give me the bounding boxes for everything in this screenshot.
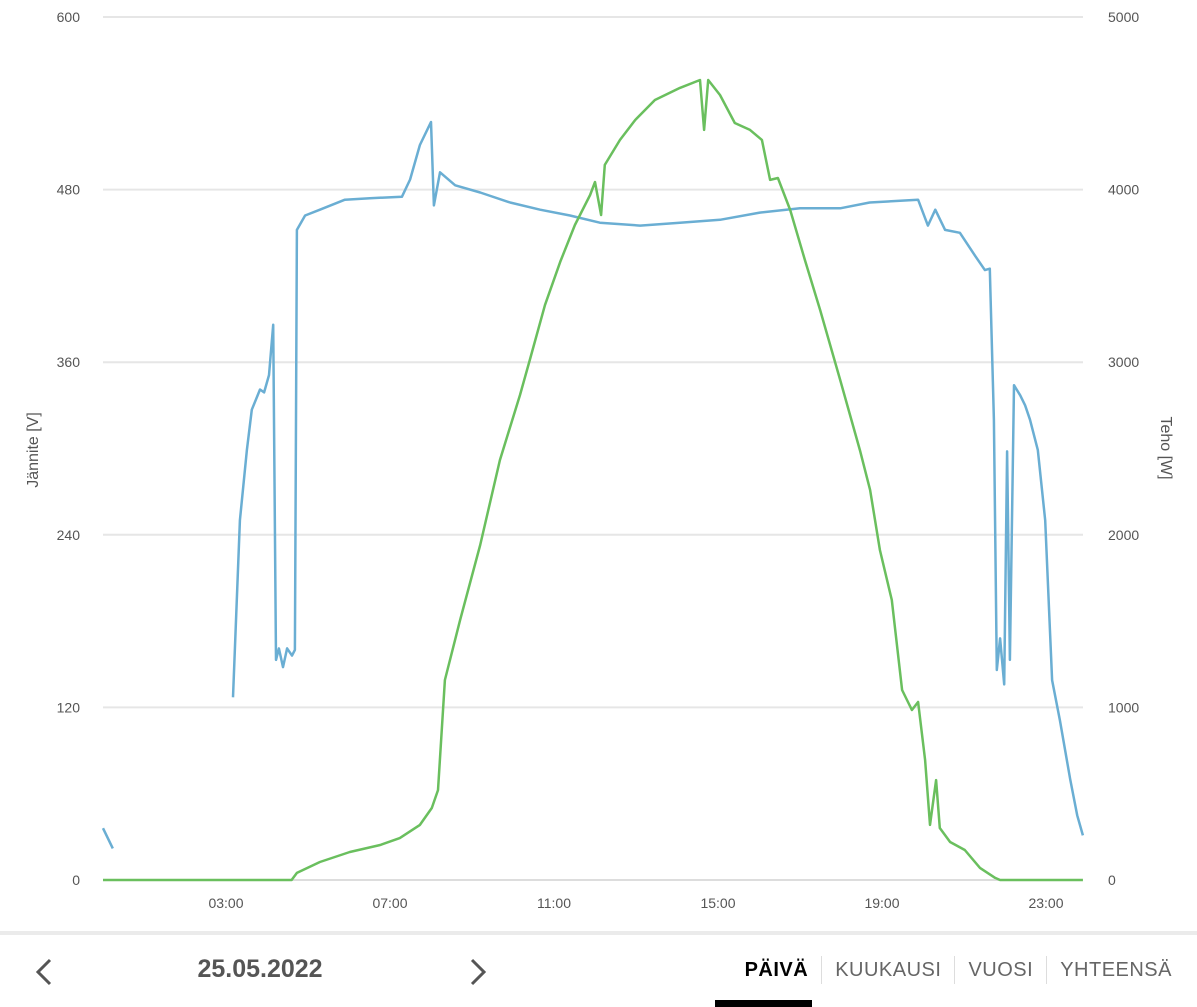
left-tick-label: 600 [57,9,81,25]
active-tab-indicator [715,1000,812,1007]
x-tick-label: 11:00 [537,895,571,911]
right-tick-label: 3000 [1108,354,1139,370]
right-axis-label: Teho [W] [1157,416,1174,479]
tab-year[interactable]: VUOSI [954,956,1046,984]
x-tick-label: 15:00 [700,895,735,911]
line-chart: 0 120 240 360 480 600 0 1000 2000 3000 4000 5000 0… [25,9,1174,911]
chevron-left-icon[interactable] [30,952,60,992]
left-tick-label: 360 [57,354,81,370]
voltage-line [231,120,1085,836]
x-tick-label: 03:00 [208,895,243,911]
right-tick-label: 5000 [1108,9,1139,25]
right-tick-label: 1000 [1108,699,1139,715]
right-tick-label: 0 [1108,872,1116,888]
grid [103,16,1083,881]
right-tick-label: 2000 [1108,527,1139,543]
left-tick-label: 120 [57,699,81,715]
x-tick-label: 23:00 [1028,895,1063,911]
power-line [103,78,1083,882]
left-tick-label: 0 [72,872,80,888]
current-date: 25.05.2022 [197,955,323,983]
divider [0,931,1197,935]
series-lines [101,78,1085,882]
chevron-right-icon[interactable] [462,952,492,992]
x-tick-label: 19:00 [864,895,899,911]
x-tick-label: 07:00 [372,895,407,911]
right-tick-label: 4000 [1108,182,1139,198]
period-tabs: PÄIVÄ KUUKAUSI VUOSI YHTEENSÄ [732,956,1185,984]
left-axis-ticks: 0 120 240 360 480 600 [57,9,81,888]
voltage-line [101,827,114,849]
right-axis-ticks: 0 1000 2000 3000 4000 5000 [1108,9,1139,888]
x-axis-ticks: 03:00 07:00 11:00 15:00 19:00 23:00 [208,895,1063,911]
left-tick-label: 480 [57,182,81,198]
tab-day[interactable]: PÄIVÄ [744,959,809,981]
left-tick-label: 240 [57,527,81,543]
left-axis-label: Jännite [V] [25,412,42,488]
tab-month[interactable]: KUUKAUSI [821,956,954,984]
tab-total[interactable]: YHTEENSÄ [1046,956,1185,984]
